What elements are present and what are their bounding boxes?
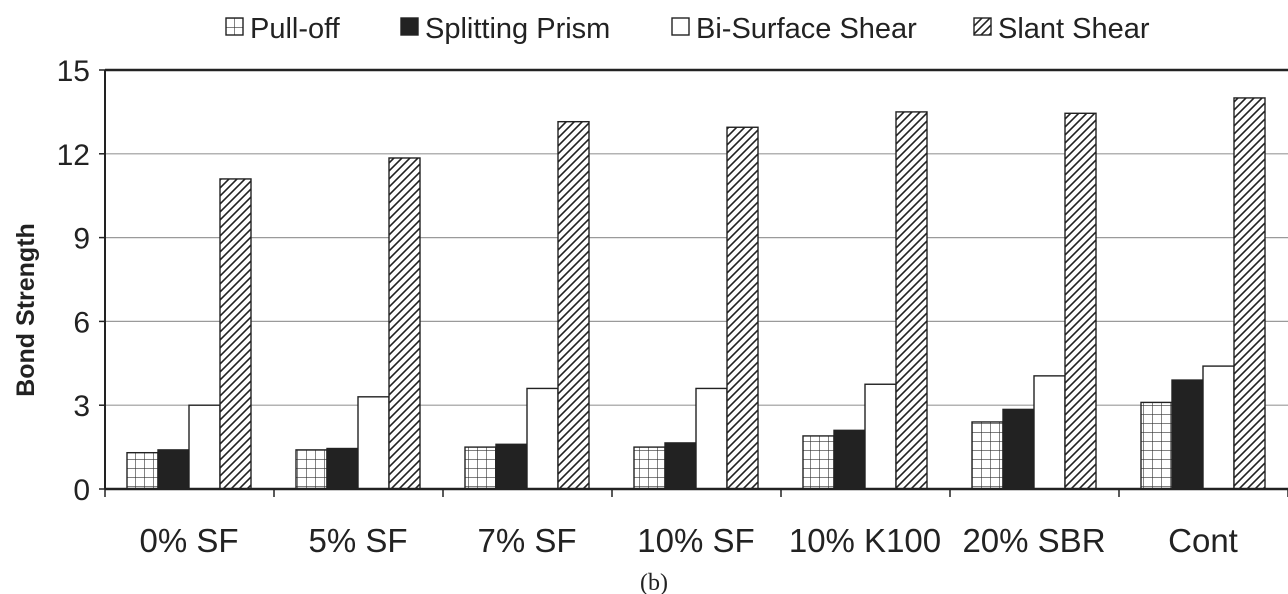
legend-label: Splitting Prism xyxy=(425,13,610,45)
bar-pull-off-0 xyxy=(126,451,159,490)
bar-slant-shear-3 xyxy=(726,126,759,490)
bar-splitting-prism-5 xyxy=(1002,408,1035,490)
legend-swatch xyxy=(671,17,690,36)
bars xyxy=(126,97,1266,490)
bar-splitting-prism-4 xyxy=(833,429,866,490)
bar-bi-surface-shear-2 xyxy=(526,387,559,490)
bar-slant-shear-2 xyxy=(557,120,590,490)
x-tick-label: Cont xyxy=(1168,522,1238,559)
x-tick-label: 10% SF xyxy=(637,522,754,559)
bar-slant-shear-0 xyxy=(219,178,252,490)
figure-caption: (b) xyxy=(640,570,668,594)
bar-pull-off-4 xyxy=(802,435,835,490)
legend: Pull-off Splitting Prism Bi-Surface Shear S… xyxy=(225,13,1150,45)
x-tick-label: 5% SF xyxy=(308,522,407,559)
x-tick-label: 20% SBR xyxy=(962,522,1105,559)
axes xyxy=(104,68,1288,497)
bar-bi-surface-shear-6 xyxy=(1202,365,1235,490)
bar-bi-surface-shear-5 xyxy=(1033,375,1066,490)
legend-label: Slant Shear xyxy=(998,13,1150,45)
legend-swatch xyxy=(400,17,419,36)
bar-slant-shear-1 xyxy=(388,157,421,490)
bar-pull-off-2 xyxy=(464,446,497,490)
bar-slant-shear-6 xyxy=(1233,97,1266,490)
bar-splitting-prism-6 xyxy=(1171,379,1204,490)
bar-splitting-prism-2 xyxy=(495,443,528,490)
bar-bi-surface-shear-1 xyxy=(357,396,390,490)
bar-slant-shear-4 xyxy=(895,111,928,490)
legend-swatch xyxy=(973,17,992,36)
x-tick-label: 7% SF xyxy=(477,522,576,559)
bar-pull-off-5 xyxy=(971,421,1004,490)
x-tick-label: 10% K100 xyxy=(789,522,941,559)
bar-splitting-prism-3 xyxy=(664,442,697,490)
y-axis-label: Bond Strength xyxy=(12,223,40,397)
x-axis-labels: 0% SF 5% SF 7% SF 10% SF 10% K100 20% SBR Cont xyxy=(139,522,1237,559)
y-tick-label: 9 xyxy=(73,223,90,256)
bar-slant-shear-5 xyxy=(1064,112,1097,490)
legend-label: Bi-Surface Shear xyxy=(696,13,917,45)
y-tick-label: 0 xyxy=(73,474,90,507)
y-tick-label: 3 xyxy=(73,390,90,423)
bar-splitting-prism-0 xyxy=(157,449,190,490)
bar-bi-surface-shear-3 xyxy=(695,387,728,490)
bar-splitting-prism-1 xyxy=(326,447,359,490)
y-axis-ticks: 0 3 6 9 12 15 xyxy=(57,55,105,507)
y-tick-label: 12 xyxy=(57,139,90,172)
bar-pull-off-1 xyxy=(295,449,328,490)
bar-pull-off-3 xyxy=(633,446,666,490)
bar-bi-surface-shear-0 xyxy=(188,404,221,490)
legend-swatch xyxy=(225,17,244,36)
bar-bi-surface-shear-4 xyxy=(864,383,897,490)
bar-pull-off-6 xyxy=(1140,401,1173,490)
y-tick-label: 15 xyxy=(57,55,90,88)
y-tick-label: 6 xyxy=(73,306,90,339)
legend-label: Pull-off xyxy=(250,13,341,45)
x-tick-label: 0% SF xyxy=(139,522,238,559)
gridlines xyxy=(105,153,1288,406)
